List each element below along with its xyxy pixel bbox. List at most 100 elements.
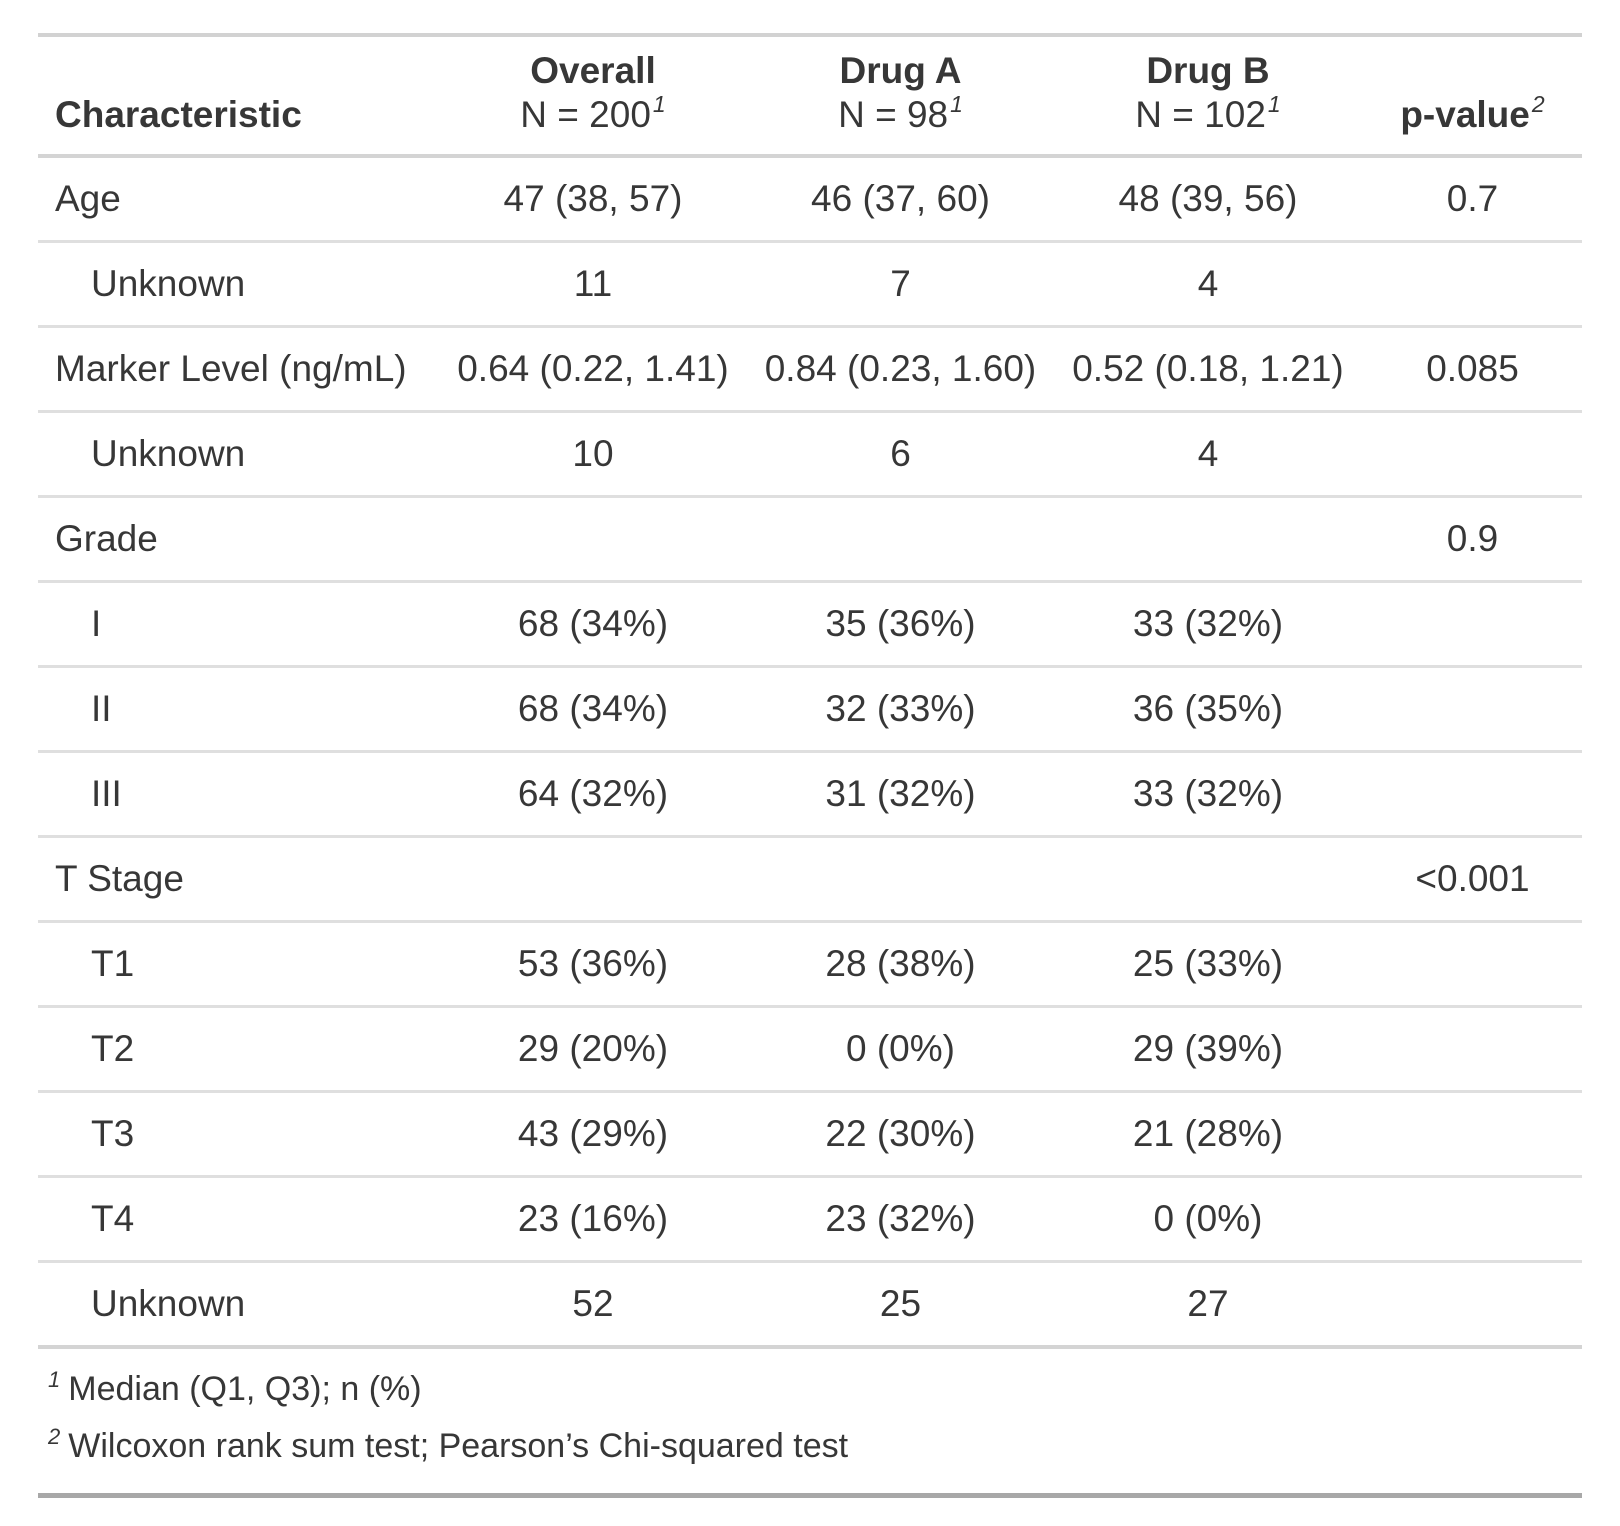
- cell-drug_a: 25: [748, 1261, 1053, 1349]
- footnote-row: 1 Median (Q1, Q3); n (%) 2 Wilcoxon rank s…: [38, 1347, 1582, 1496]
- table-row: Grade 0.9: [38, 496, 1582, 583]
- cell-overall: 23 (16%): [438, 1176, 748, 1263]
- footnote-mark: 2: [1531, 91, 1545, 118]
- row-label: T3: [38, 1091, 438, 1178]
- row-label: T Stage: [38, 836, 438, 923]
- table-header: Characteristic Overall N = 2001 Drug A N…: [38, 35, 1582, 158]
- column-n-label: N = 1021: [1135, 91, 1281, 136]
- cell-drug_b: 0.52 (0.18, 1.21): [1053, 326, 1363, 413]
- column-header-drug-b: Drug B N = 1021: [1053, 35, 1363, 158]
- cell-overall: 68 (34%): [438, 666, 748, 753]
- table-row: II 68 (34%) 32 (33%) 36 (35%): [38, 666, 1582, 753]
- cell-drug_b: 29 (39%): [1053, 1006, 1363, 1093]
- row-label: Unknown: [38, 241, 438, 328]
- table-row: Unknown 11 7 4: [38, 241, 1582, 328]
- cell-overall: 10: [438, 411, 748, 498]
- column-title: Drug A: [839, 50, 962, 91]
- cell-drug_a: 7: [748, 241, 1053, 328]
- cell-overall: 43 (29%): [438, 1091, 748, 1178]
- cell-drug_a: 35 (36%): [748, 581, 1053, 668]
- table-row: Unknown 52 25 27: [38, 1261, 1582, 1349]
- footnote-mark: 2: [48, 1423, 61, 1449]
- row-label: Grade: [38, 496, 438, 583]
- table-body: Age 47 (38, 57) 46 (37, 60) 48 (39, 56) 0.7 U…: [38, 155, 1582, 1349]
- cell-drug_b: 25 (33%): [1053, 921, 1363, 1008]
- cell-drug_b: 0 (0%): [1053, 1176, 1363, 1263]
- row-label: T1: [38, 921, 438, 1008]
- cell-overall: 53 (36%): [438, 921, 748, 1008]
- cell-drug_b: 4: [1053, 411, 1363, 498]
- row-label: I: [38, 581, 438, 668]
- header-row: Characteristic Overall N = 2001 Drug A N…: [38, 35, 1582, 158]
- footnote-text: Median (Q1, Q3); n (%): [68, 1369, 422, 1408]
- footnote-mark: 1: [652, 91, 666, 118]
- table-row: T3 43 (29%) 22 (30%) 21 (28%): [38, 1091, 1582, 1178]
- cell-drug_a: [748, 496, 1053, 583]
- footnote-1: 1 Median (Q1, Q3); n (%): [48, 1361, 1574, 1418]
- cell-drug_b: [1053, 496, 1363, 583]
- footnote-2: 2 Wilcoxon rank sum test; Pearson’s Chi-s…: [48, 1418, 1574, 1475]
- cell-drug_b: [1053, 836, 1363, 923]
- cell-p_value: [1363, 1261, 1582, 1349]
- footnote-mark: 1: [1267, 91, 1281, 118]
- cell-overall: 52: [438, 1261, 748, 1349]
- row-label: Marker Level (ng/mL): [38, 326, 438, 413]
- table-row: T Stage <0.001: [38, 836, 1582, 923]
- column-header-label: Characteristic: [55, 94, 302, 136]
- cell-overall: 68 (34%): [438, 581, 748, 668]
- footnote-text: Wilcoxon rank sum test; Pearson’s Chi-sq…: [68, 1426, 849, 1465]
- cell-drug_a: [748, 836, 1053, 923]
- cell-drug_b: 33 (32%): [1053, 751, 1363, 838]
- cell-drug_a: 6: [748, 411, 1053, 498]
- table-row: T2 29 (20%) 0 (0%) 29 (39%): [38, 1006, 1582, 1093]
- table-row: T4 23 (16%) 23 (32%) 0 (0%): [38, 1176, 1582, 1263]
- summary-table: Characteristic Overall N = 2001 Drug A N…: [38, 33, 1582, 1498]
- footnote-mark: 1: [48, 1366, 61, 1392]
- cell-drug_a: 0.84 (0.23, 1.60): [748, 326, 1053, 413]
- column-header-drug-a: Drug A N = 981: [748, 35, 1053, 158]
- column-n-label: N = 981: [838, 91, 963, 136]
- cell-drug_a: 0 (0%): [748, 1006, 1053, 1093]
- cell-p_value: [1363, 921, 1582, 1008]
- row-label: Unknown: [38, 1261, 438, 1349]
- cell-drug_b: 33 (32%): [1053, 581, 1363, 668]
- column-title: Overall: [530, 50, 656, 91]
- cell-p_value: 0.9: [1363, 496, 1582, 583]
- cell-drug_b: 36 (35%): [1053, 666, 1363, 753]
- cell-p_value: [1363, 666, 1582, 753]
- cell-drug_b: 4: [1053, 241, 1363, 328]
- column-n-label: N = 2001: [520, 91, 666, 136]
- cell-drug_a: 46 (37, 60): [748, 155, 1053, 243]
- cell-drug_a: 22 (30%): [748, 1091, 1053, 1178]
- cell-overall: 47 (38, 57): [438, 155, 748, 243]
- row-label: Unknown: [38, 411, 438, 498]
- cell-overall: 11: [438, 241, 748, 328]
- cell-drug_a: 31 (32%): [748, 751, 1053, 838]
- row-label: II: [38, 666, 438, 753]
- cell-p_value: [1363, 1091, 1582, 1178]
- row-label: Age: [38, 155, 438, 243]
- cell-p_value: [1363, 1006, 1582, 1093]
- cell-p_value: 0.7: [1363, 155, 1582, 243]
- cell-drug_b: 48 (39, 56): [1053, 155, 1363, 243]
- table-row: III 64 (32%) 31 (32%) 33 (32%): [38, 751, 1582, 838]
- cell-p_value: [1363, 581, 1582, 668]
- cell-p_value: [1363, 241, 1582, 328]
- cell-overall: [438, 496, 748, 583]
- cell-drug_a: 28 (38%): [748, 921, 1053, 1008]
- column-header-overall: Overall N = 2001: [438, 35, 748, 158]
- row-label: III: [38, 751, 438, 838]
- row-label: T4: [38, 1176, 438, 1263]
- cell-p_value: [1363, 1176, 1582, 1263]
- table-footer: 1 Median (Q1, Q3); n (%) 2 Wilcoxon rank s…: [38, 1347, 1582, 1496]
- cell-drug_b: 27: [1053, 1261, 1363, 1349]
- column-header-pvalue: p-value2: [1363, 35, 1582, 158]
- table-row: T1 53 (36%) 28 (38%) 25 (33%): [38, 921, 1582, 1008]
- column-title: Drug B: [1146, 50, 1270, 91]
- table-row: I 68 (34%) 35 (36%) 33 (32%): [38, 581, 1582, 668]
- row-label: T2: [38, 1006, 438, 1093]
- column-header-label: p-value: [1400, 94, 1530, 136]
- cell-drug_a: 32 (33%): [748, 666, 1053, 753]
- cell-p_value: <0.001: [1363, 836, 1582, 923]
- cell-overall: 29 (20%): [438, 1006, 748, 1093]
